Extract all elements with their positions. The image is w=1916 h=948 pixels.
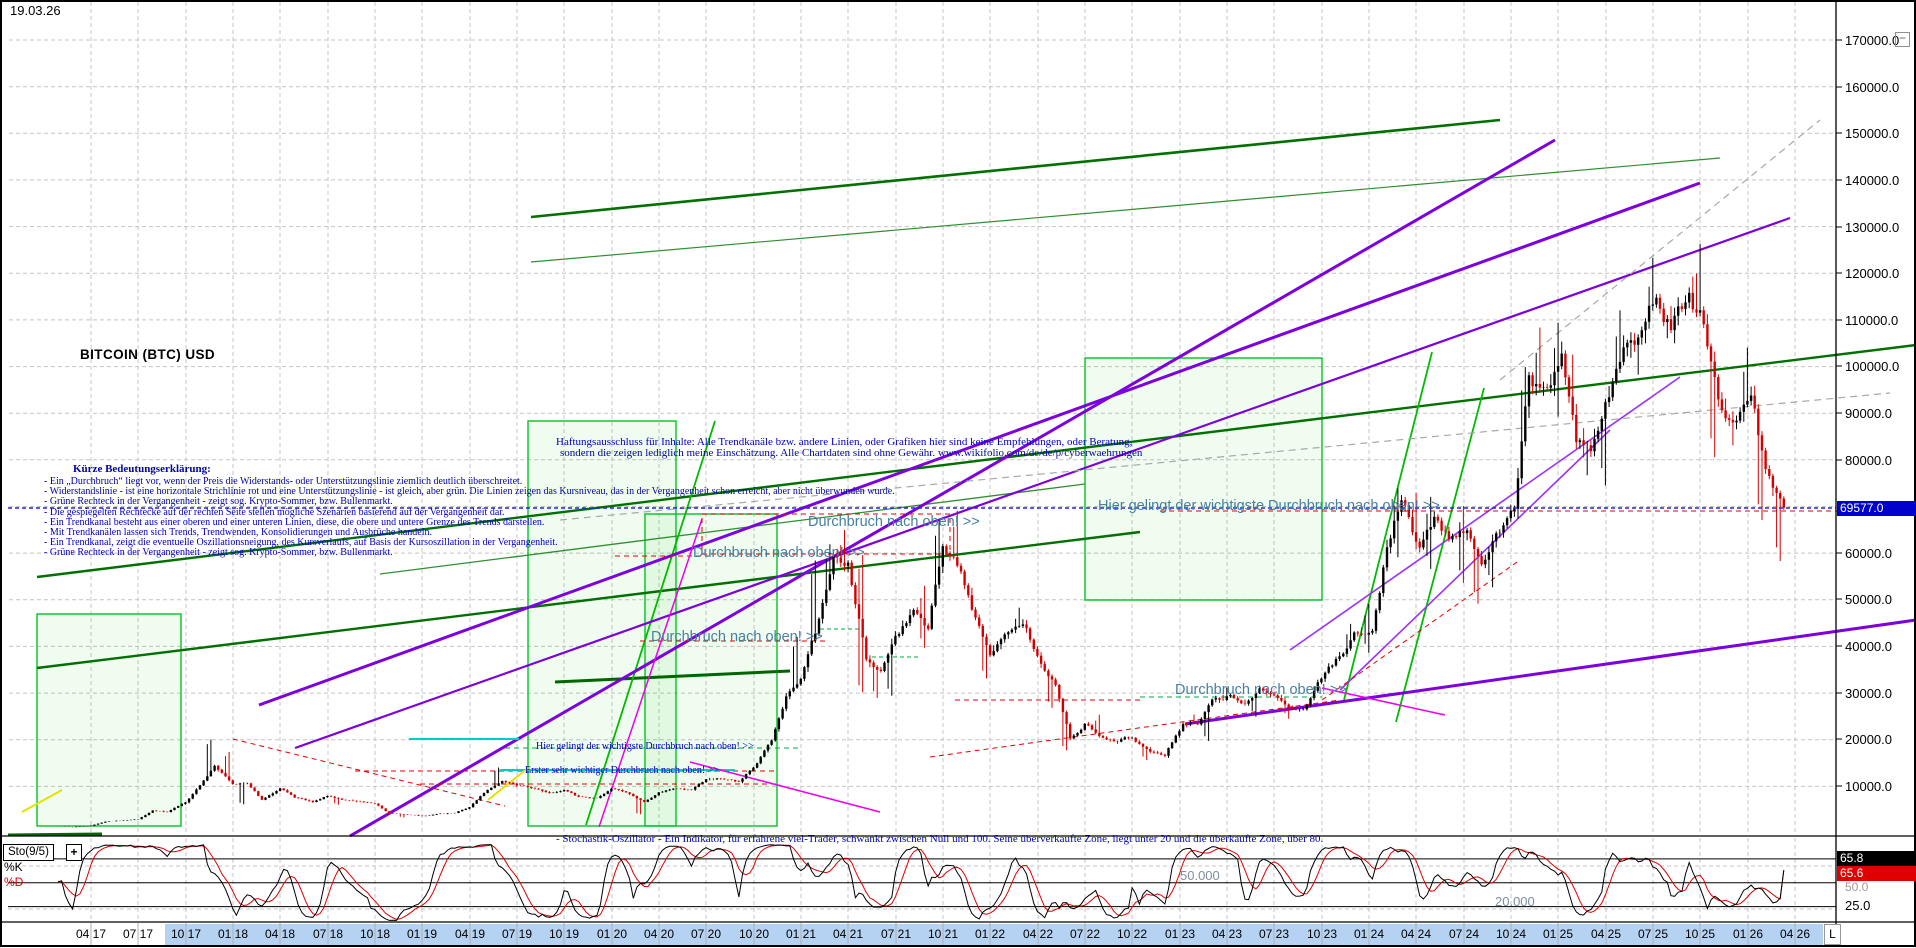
stochastic-d-value-badge: 65.6	[1837, 866, 1916, 881]
date-axis-label: 10 17	[170, 927, 202, 941]
date-axis-label: 10 19	[548, 927, 580, 941]
collapse-axis-button[interactable]: −	[1895, 32, 1910, 47]
date-axis-label: 04 24	[1400, 927, 1432, 941]
legend-line: - Grüne Rechteck in der Vergangenheit - …	[44, 496, 393, 508]
date-axis-label: 01 22	[974, 927, 1006, 941]
date-axis-label: 10 21	[927, 927, 959, 941]
legend-line: - Mit Trendkanälen lassen sich Trends, T…	[44, 527, 433, 539]
date-axis-label: 01 19	[406, 927, 438, 941]
date-axis-label: 10 18	[359, 927, 391, 941]
date-axis-label: 10 20	[738, 927, 770, 941]
date-axis-label: 10 22	[1116, 927, 1148, 941]
oscillator-axis-label-50: 50.0	[1845, 880, 1869, 894]
symbol-title: BITCOIN (BTC) USD	[80, 347, 216, 362]
date-axis-label: 01 20	[596, 927, 628, 941]
date-axis-label: 07 21	[880, 927, 912, 941]
breakout-annotation: Hier gelingt der wichtigste Durchbruch n…	[1098, 498, 1440, 514]
price-axis-label: 10000.0	[1845, 779, 1892, 794]
scale-watermark-label: 20.000	[1495, 894, 1535, 909]
disclaimer-line-2: sondern die zeigen lediglich meine Einsc…	[560, 447, 1143, 459]
breakout-annotation: Durchbruch nach oben! >>	[651, 629, 823, 645]
date-axis-label: 07 24	[1448, 927, 1480, 941]
legend-line: - Ein Trendkanal, zeigt die eventuelle O…	[44, 537, 558, 549]
breakout-note: Erster sehr wichtiger Durchbruch nach ob…	[525, 765, 719, 776]
date-axis-label: 01 23	[1164, 927, 1196, 941]
date-axis-label: 04 18	[264, 927, 296, 941]
date-axis-label: 07 17	[122, 927, 154, 941]
date-axis-label: 04 25	[1590, 927, 1622, 941]
date-axis-label: 07 20	[690, 927, 722, 941]
price-axis-label: 30000.0	[1845, 686, 1892, 701]
indicator-settings-button[interactable]: Sto(9/5)	[3, 844, 54, 861]
price-axis-label: 60000.0	[1845, 546, 1892, 561]
price-axis-label: 50000.0	[1845, 592, 1892, 607]
date-axis-label: 10 24	[1495, 927, 1527, 941]
date-axis-label: 01 21	[785, 927, 817, 941]
date-axis-label: 04 22	[1022, 927, 1054, 941]
price-axis-label: 100000.0	[1845, 359, 1900, 374]
date-axis-label: 04 19	[454, 927, 486, 941]
last-marker-button[interactable]: L	[1824, 924, 1841, 945]
scale-watermark-label: 50.000	[1180, 868, 1220, 883]
price-axis-label: 80000.0	[1845, 453, 1892, 468]
legend-lines: - Ein „Durchbruch“ liegt vor, wenn der P…	[44, 476, 895, 559]
legend-line: - Grüne Rechteck in der Vergangenheit - …	[44, 547, 393, 559]
legend-line: - Ein „Durchbruch“ liegt vor, wenn der P…	[44, 476, 523, 487]
add-indicator-button[interactable]: +	[66, 844, 82, 861]
legend-title: Kürze Bedeutungserklärung:	[73, 463, 211, 475]
price-axis-label: 170000.0	[1845, 33, 1900, 48]
breakout-annotation: Durchbruch nach oben! >>	[808, 514, 980, 530]
date-axis-label: 07 23	[1258, 927, 1290, 941]
date-axis-label: 01 24	[1353, 927, 1385, 941]
stochastic-k-label: %K	[4, 860, 23, 874]
date-axis-label: 04 21	[832, 927, 864, 941]
date-axis-label: 04 23	[1211, 927, 1243, 941]
legend-line: - Ein Trendkanal besteht aus einer obere…	[44, 516, 545, 528]
minus-icon: −	[1898, 31, 1906, 45]
date-axis-label: 04 26	[1779, 927, 1811, 941]
date-axis-label: 10 25	[1684, 927, 1716, 941]
date-axis-label: 07 19	[501, 927, 533, 941]
price-axis-label: 40000.0	[1845, 639, 1892, 654]
date-axis-label: 04 17	[75, 927, 107, 941]
plus-icon: +	[70, 845, 78, 859]
date-axis-label: 01 25	[1542, 927, 1574, 941]
stochastic-k-value-badge: 65.8	[1837, 851, 1916, 866]
stochastic-description: - Stochastik-Oszillator - Ein Indikator,…	[556, 833, 1324, 845]
price-axis-label: 130000.0	[1845, 220, 1900, 235]
disclaimer-line-1: Haftungsausschluss für Inhalte: Alle Tre…	[556, 436, 1133, 448]
legend-line: - Die gespiegelten Rechtecke auf der rec…	[44, 506, 505, 518]
price-axis-label: 110000.0	[1845, 313, 1899, 328]
price-axis-label: 160000.0	[1845, 80, 1900, 95]
chart-date-label: 19.03.26	[10, 3, 61, 18]
date-axis-label: 04 20	[643, 927, 675, 941]
date-axis-label: 10 23	[1306, 927, 1338, 941]
current-price-badge: 69577.0	[1837, 501, 1916, 516]
oscillator-axis-label-25: 25.0	[1845, 898, 1871, 913]
date-axis-label: 01 26	[1732, 927, 1764, 941]
stochastic-d-label: %D	[4, 875, 24, 889]
price-axis-label: 150000.0	[1845, 126, 1900, 141]
breakout-note: Hier gelingt der wichtigste Durchbruch n…	[536, 741, 754, 752]
legend-line: - Widerstandslinie - ist eine horizontal…	[44, 486, 895, 498]
date-axis-label: 07 22	[1069, 927, 1101, 941]
date-axis-label: 01 18	[217, 927, 249, 941]
breakout-annotation: Durchbruch nach oben! >>	[693, 545, 865, 561]
price-axis-label: 90000.0	[1845, 406, 1892, 421]
date-axis-label: 07 18	[312, 927, 344, 941]
price-axis-label: 20000.0	[1845, 732, 1892, 747]
price-axis-label: 140000.0	[1845, 173, 1900, 188]
breakout-annotation: Durchbruch nach oben! >>	[1175, 682, 1347, 698]
price-axis-label: 120000.0	[1845, 266, 1900, 281]
date-axis-label: 07 25	[1637, 927, 1669, 941]
